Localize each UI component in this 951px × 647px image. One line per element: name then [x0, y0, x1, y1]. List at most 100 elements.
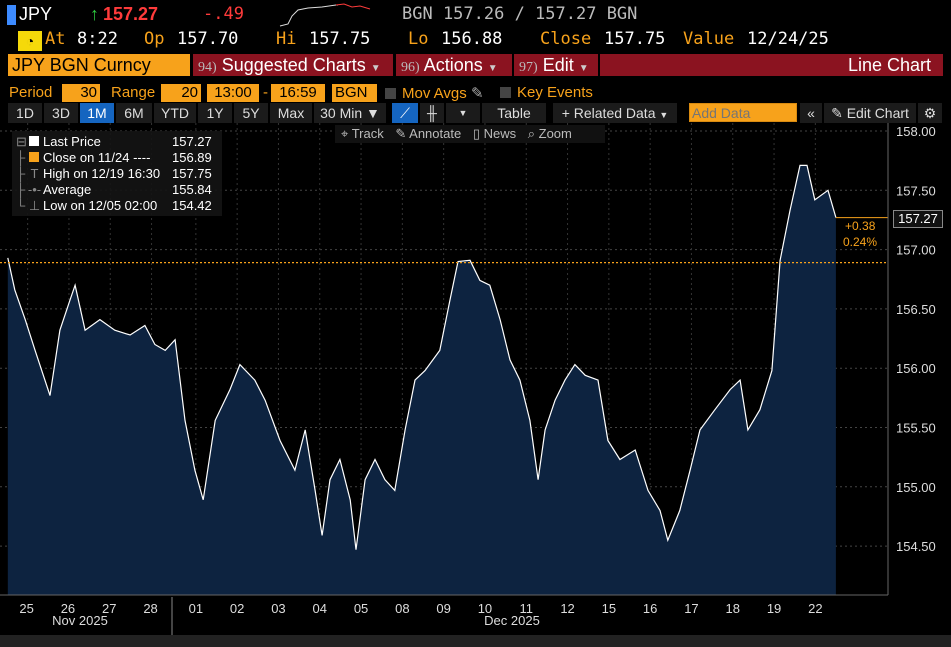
menu-label: Actions — [423, 55, 483, 75]
x-tick-label: 08 — [395, 601, 409, 616]
legend-value: 156.89 — [172, 150, 212, 165]
net-change: -.49 — [203, 4, 244, 24]
settings-gear-icon[interactable]: ⚙ — [918, 103, 942, 123]
price-area — [7, 165, 836, 595]
checkbox[interactable] — [385, 88, 396, 99]
change-tag: +0.38 — [845, 219, 876, 233]
x-tick-label: 03 — [271, 601, 285, 616]
end-time-input[interactable]: 16:59 — [271, 84, 325, 102]
legend-label: Average — [43, 182, 92, 197]
related-data-button[interactable]: + Related Data ▼ — [553, 103, 677, 123]
range-input[interactable]: 20 — [161, 84, 201, 102]
range-3d-button[interactable]: 3D — [44, 103, 78, 123]
add-data-input[interactable] — [689, 103, 797, 122]
edit-menu[interactable]: 97) Edit ▼ — [514, 54, 598, 76]
x-tick-label: 22 — [808, 601, 822, 616]
suggested-charts-menu[interactable]: 94) Suggested Charts ▼ — [193, 54, 393, 76]
legend-item-average[interactable]: ├ -•- Average 155.84 — [16, 182, 212, 197]
range-1d-button[interactable]: 1D — [8, 103, 42, 123]
close-value: 157.75 — [604, 29, 666, 49]
y-tick-label: 157.50 — [896, 183, 936, 198]
annotate-tool[interactable]: ✎ Annotate — [395, 126, 462, 141]
x-tick-label: 09 — [436, 601, 450, 616]
month-label: Dec 2025 — [484, 613, 540, 628]
menu-number: 97) — [519, 60, 538, 75]
chart-style-dropdown-icon[interactable]: ▼ — [446, 103, 480, 123]
x-tick-label: 28 — [143, 601, 157, 616]
chart-legend: ⊟ Last Price 157.27 ├ Close on 11/24 ---- 15… — [12, 131, 222, 216]
range-label: Range — [111, 84, 156, 101]
related-data-label: Related Data — [573, 105, 656, 121]
value-label: Value — [683, 29, 735, 49]
x-tick-label: 02 — [230, 601, 244, 616]
mov-avgs-label: Mov Avgs — [402, 85, 467, 102]
track-label: Track — [351, 126, 384, 141]
mov-avgs-toggle[interactable]: Mov Avgs ✎ — [385, 84, 484, 102]
collapse-icon[interactable]: « — [800, 103, 822, 123]
legend-item-last-price[interactable]: ⊟ Last Price 157.27 — [16, 134, 212, 149]
line-chart-icon[interactable]: ⟋ — [392, 103, 418, 123]
bid-ask-quote: BGN 157.26 / 157.27 BGN — [402, 4, 638, 24]
up-arrow-icon: ↑ — [90, 4, 99, 24]
y-tick-label: 156.00 — [896, 361, 936, 376]
legend-value: 155.84 — [172, 182, 212, 197]
interval-dropdown[interactable]: 30 Min ▼ — [314, 103, 386, 123]
price-chart[interactable]: 154.50 155.00 155.50 156.00 156.50 157.00 157.… — [0, 123, 951, 647]
y-tick-label: 155.00 — [896, 480, 936, 495]
low-value: 156.88 — [441, 29, 503, 49]
at-time: 8:22 — [77, 29, 118, 49]
key-events-toggle[interactable]: Key Events — [500, 84, 593, 101]
pencil-icon[interactable]: ✎ — [470, 85, 484, 102]
annotate-label: Annotate — [409, 126, 462, 141]
zoom-label: Zoom — [538, 126, 572, 141]
x-tick-label: 12 — [560, 601, 574, 616]
range-6m-button[interactable]: 6M — [116, 103, 152, 123]
legend-label: Low on 12/05 02:00 — [43, 198, 158, 213]
x-tick-label: 04 — [313, 601, 327, 616]
start-time-input[interactable]: 13:00 — [207, 84, 259, 102]
menu-label: Suggested Charts — [221, 55, 366, 75]
period-label: Period — [9, 84, 53, 101]
legend-item-close[interactable]: ├ Close on 11/24 ---- 156.89 — [16, 150, 212, 165]
x-tick-label: 18 — [726, 601, 740, 616]
chart-type-label: Line Chart — [847, 55, 931, 75]
y-tick-label: 156.50 — [896, 302, 936, 317]
legend-item-high[interactable]: ├ T High on 12/19 16:30 157.75 — [16, 166, 212, 181]
value-date: 12/24/25 — [747, 29, 829, 49]
y-tick-label: 155.50 — [896, 421, 936, 436]
legend-label: Last Price — [43, 134, 101, 149]
price-line — [7, 164, 837, 550]
range-1m-button[interactable]: 1M — [80, 103, 114, 123]
clock-icon: ◔ — [18, 31, 42, 51]
period-input[interactable]: 30 — [62, 84, 100, 102]
range-5y-button[interactable]: 5Y — [234, 103, 268, 123]
news-label: News — [483, 126, 517, 141]
x-tick-label: 05 — [354, 601, 368, 616]
x-tick-label: 10 — [478, 601, 492, 616]
table-button[interactable]: Table — [482, 103, 546, 123]
legend-item-low[interactable]: └ ⊥ Low on 12/05 02:00 154.42 — [16, 198, 212, 213]
legend-value: 157.75 — [172, 166, 212, 181]
actions-menu[interactable]: 96) Actions ▼ — [396, 54, 512, 76]
y-tick-label: 157.00 — [896, 243, 936, 258]
checkbox[interactable] — [500, 87, 511, 98]
open-label: Op — [144, 29, 165, 49]
news-tool[interactable]: ▯ News — [472, 126, 517, 141]
legend-label: Close on 11/24 ---- — [43, 150, 151, 165]
track-tool[interactable]: ⌖ Track — [341, 126, 384, 141]
x-tick-label: 19 — [767, 601, 781, 616]
dropdown-caret-icon: ▼ — [659, 110, 669, 120]
bar-chart-icon[interactable]: ╫ — [420, 103, 444, 123]
source-input[interactable]: BGN — [332, 84, 377, 102]
range-ytd-button[interactable]: YTD — [154, 103, 196, 123]
range-1y-button[interactable]: 1Y — [198, 103, 232, 123]
x-tick-label: 11 — [520, 601, 534, 616]
month-label: Nov 2025 — [52, 613, 108, 628]
chart-type-title: Line Chart — [600, 54, 943, 76]
key-events-label: Key Events — [517, 84, 593, 101]
zoom-tool[interactable]: ⌕ Zoom — [527, 126, 572, 141]
range-max-button[interactable]: Max — [270, 103, 312, 123]
edit-chart-button[interactable]: ✎ Edit Chart — [824, 103, 916, 123]
security-field[interactable]: JPY BGN Curncy — [8, 54, 190, 76]
menu-number: 96) — [401, 60, 420, 75]
